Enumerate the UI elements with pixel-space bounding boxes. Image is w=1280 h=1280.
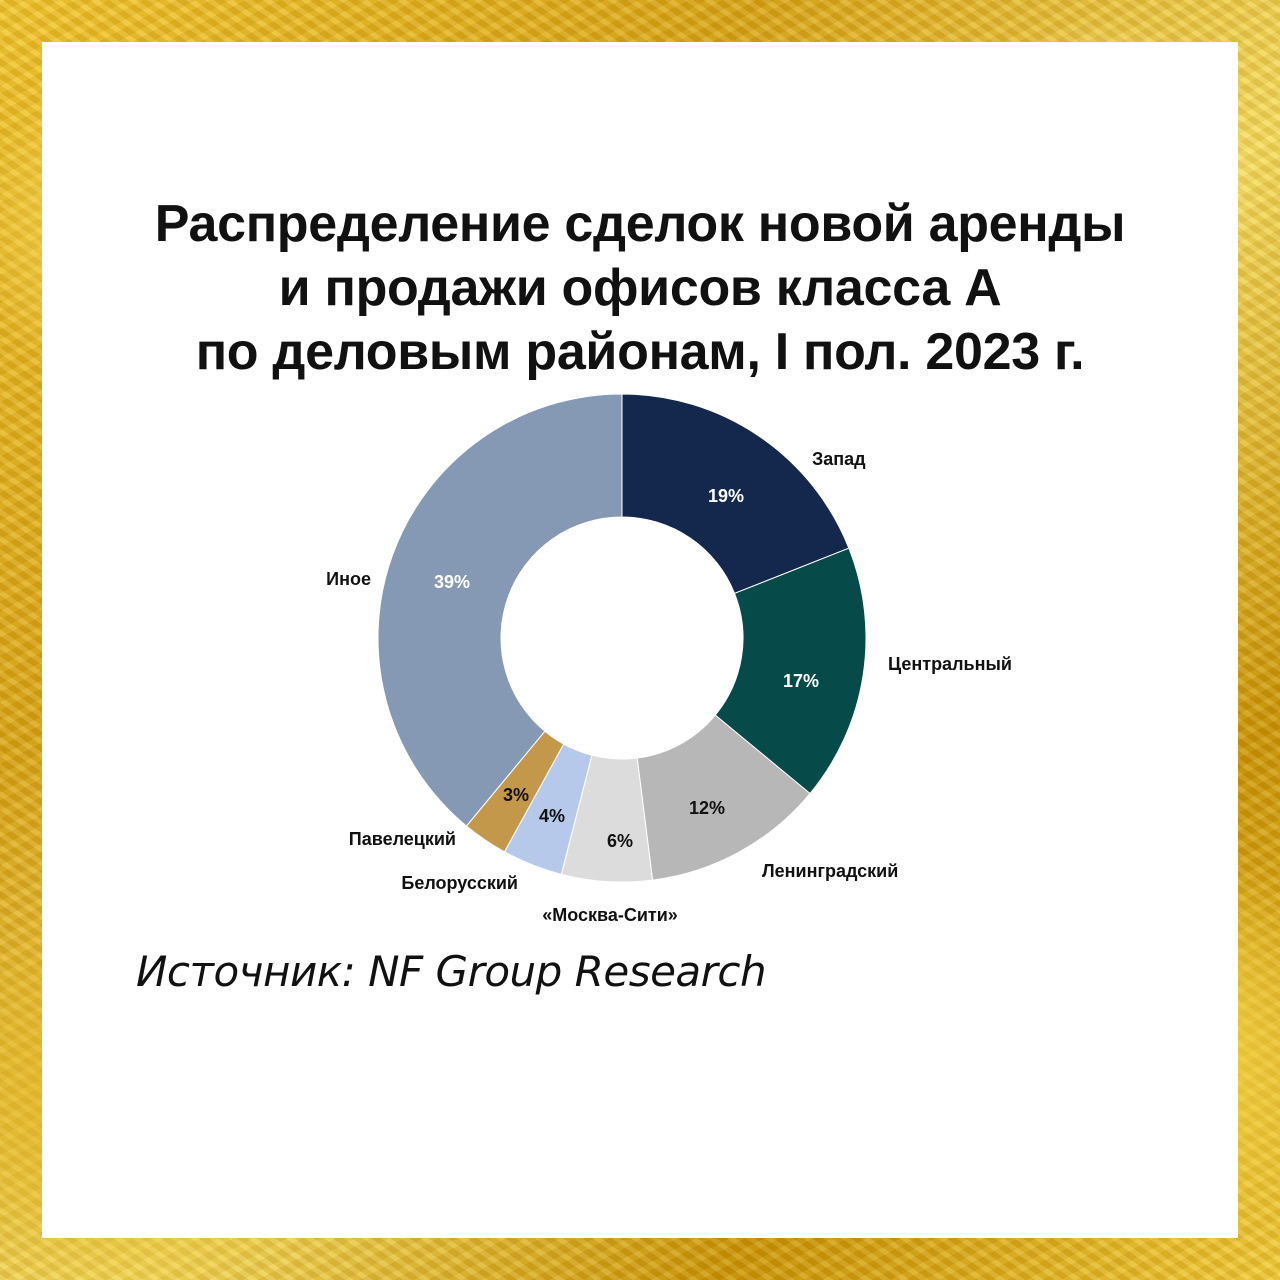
- source-note: Источник: NF Group Research: [136, 947, 767, 996]
- slice-value-label-1: 19%: [708, 486, 744, 506]
- slice-category-label-3: Ленинградский: [762, 861, 898, 881]
- donut-chart: 19% Запад 17% Центральный 12% Ленинградский 6%…: [326, 393, 1012, 925]
- slice-category-label-6: Павелецкий: [349, 829, 456, 849]
- donut-center-hole: [501, 517, 743, 759]
- chart-card: Распределение сделок новой аренды и прод…: [42, 42, 1238, 1238]
- slice-category-label-5: Белорусский: [401, 873, 518, 893]
- slice-category-label-1: Запад: [812, 449, 866, 469]
- slice-value-label-2: 17%: [783, 671, 819, 691]
- title-line-1: Распределение сделок новой аренды: [154, 195, 1126, 253]
- slice-category-label-7: Иное: [326, 569, 371, 589]
- slice-value-label-6: 3%: [503, 785, 529, 805]
- slice-value-label-7: 39%: [434, 572, 470, 592]
- slice-category-label-4: «Москва-Сити»: [542, 905, 678, 925]
- title-line-2: и продажи офисов класса А: [278, 259, 1002, 317]
- slice-value-label-5: 4%: [539, 806, 565, 826]
- title-line-3: по деловым районам, I пол. 2023 г.: [195, 323, 1085, 381]
- slice-value-label-3: 12%: [689, 798, 725, 818]
- slice-value-label-4: 6%: [607, 831, 633, 851]
- slice-category-label-2: Центральный: [888, 654, 1012, 674]
- chart-title: Распределение сделок новой аренды и прод…: [42, 192, 1238, 384]
